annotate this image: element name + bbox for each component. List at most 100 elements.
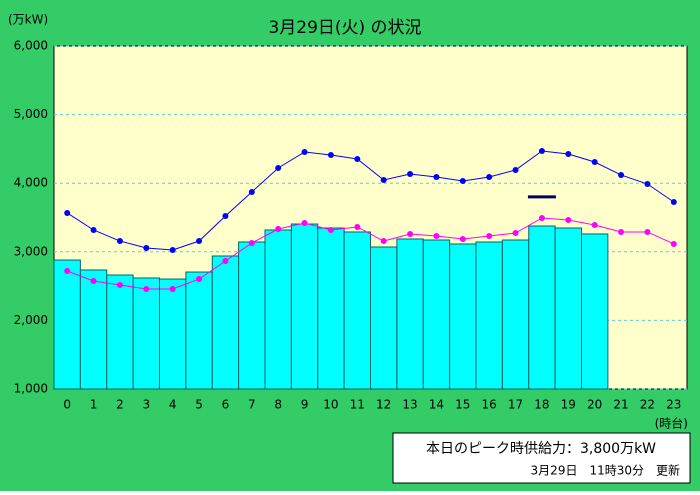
line-point [196, 238, 203, 245]
bar [317, 227, 345, 390]
line-point [459, 235, 466, 242]
line-point [275, 164, 282, 171]
line [66, 150, 675, 251]
bar [396, 238, 424, 390]
line-point [407, 171, 414, 178]
line-point [143, 245, 150, 252]
bar [185, 271, 213, 390]
x-tick-label: 3 [142, 398, 150, 412]
x-tick-label: 9 [301, 398, 309, 412]
line-point [222, 257, 229, 264]
x-tick-label: 0 [63, 398, 71, 412]
x-tick-label: 11 [350, 398, 365, 412]
x-tick-label: 8 [274, 398, 282, 412]
bar [211, 255, 240, 390]
chart-title: 3月29日(火) の状況 [268, 18, 421, 38]
line-point [380, 176, 387, 183]
line-point [486, 233, 493, 240]
bar [528, 225, 556, 390]
y-tick-label: 2,000 [14, 313, 48, 327]
line-point [327, 226, 334, 233]
line-point [354, 223, 361, 230]
line-point [301, 219, 308, 226]
bar [132, 277, 160, 390]
y-tick-label: 5,000 [14, 107, 48, 121]
x-tick-label: 1 [90, 398, 98, 412]
line-point [644, 228, 651, 235]
line-point [196, 276, 203, 283]
line-point [248, 188, 255, 195]
line [67, 217, 675, 290]
line-point [301, 148, 308, 155]
line-point [64, 268, 71, 275]
line-point [591, 221, 598, 228]
bar [554, 227, 582, 390]
bar [264, 229, 292, 390]
bar [159, 278, 187, 390]
line-point [459, 178, 466, 185]
line-point [433, 174, 440, 181]
x-tick-label: 12 [376, 398, 391, 412]
bar [475, 241, 503, 390]
x-tick-label: 21 [613, 398, 628, 412]
line-point [486, 174, 493, 181]
line-point [512, 230, 519, 237]
line-point [670, 198, 677, 205]
bar [106, 274, 134, 390]
bar [422, 239, 451, 390]
x-tick-label: 7 [248, 398, 256, 412]
line-point [275, 226, 282, 233]
x-tick-label: 6 [222, 398, 230, 412]
x-tick-label: 17 [508, 398, 523, 412]
line-point [538, 148, 545, 155]
x-tick-label: 13 [402, 398, 417, 412]
line-point [222, 212, 229, 219]
x-tick-label: 10 [323, 398, 338, 412]
line-point [169, 247, 176, 254]
line-point [143, 285, 150, 292]
line-point [380, 238, 387, 245]
bar [238, 241, 266, 390]
x-tick-label: 22 [640, 398, 655, 412]
line-point [327, 152, 334, 159]
line-point [618, 228, 625, 235]
info-box [392, 432, 691, 484]
x-tick-label: 20 [587, 398, 602, 412]
y-axis-label: (万kW) [8, 13, 48, 27]
x-tick-label: 18 [534, 398, 549, 412]
line-point [644, 181, 651, 188]
bar [581, 233, 609, 390]
x-axis-label: (時台) [655, 416, 688, 431]
line-point [565, 216, 572, 223]
line-point [565, 150, 572, 157]
y-tick-label: 6,000 [14, 39, 48, 53]
line-point [248, 240, 255, 247]
line-point [116, 282, 123, 289]
y-tick-label: 4,000 [14, 176, 48, 190]
line-point [90, 278, 97, 285]
line-point [538, 214, 545, 221]
line-point [670, 240, 677, 247]
x-tick-label: 16 [482, 398, 497, 412]
y-tick-label: 3,000 [14, 244, 48, 258]
x-tick-label: 14 [429, 398, 444, 412]
bar [343, 231, 371, 390]
line-point [116, 238, 123, 245]
line-point [591, 159, 598, 166]
line-point [64, 209, 71, 216]
bar [79, 269, 108, 390]
line-point [433, 233, 440, 240]
line-point [169, 285, 176, 292]
peak-text: 本日のピーク時供給力：3,800万kW [426, 441, 656, 457]
bar [290, 223, 319, 390]
line-point [90, 226, 97, 233]
x-tick-label: 15 [455, 398, 470, 412]
x-tick-label: 23 [666, 398, 681, 412]
line-point [407, 230, 414, 237]
line-point [354, 155, 361, 162]
bar [501, 239, 530, 390]
bar [449, 243, 477, 390]
line-point [618, 171, 625, 178]
bar [53, 259, 81, 390]
